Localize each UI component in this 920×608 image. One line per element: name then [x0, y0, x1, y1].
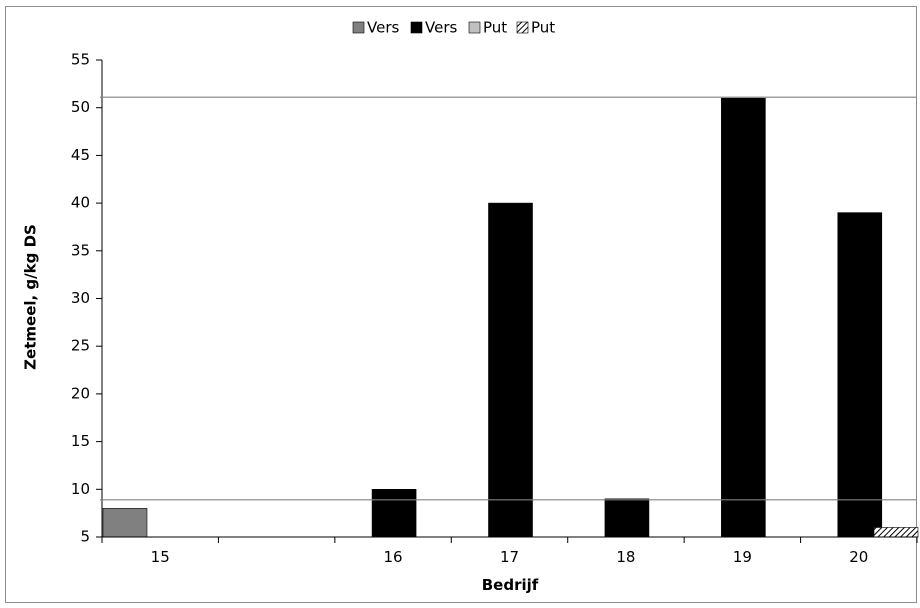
y-tick-label: 15 — [71, 432, 90, 450]
legend-label-1: Vers — [425, 19, 457, 37]
bar-put-20 — [873, 527, 919, 538]
x-tick-label: 18 — [616, 548, 635, 566]
bar-vers-19 — [721, 97, 766, 538]
y-tick-label: 10 — [71, 480, 90, 498]
bar-vers-16 — [371, 488, 417, 538]
y-tick-label: 25 — [71, 337, 90, 355]
bar-vers-17 — [488, 202, 533, 538]
x-tick-label: 16 — [384, 548, 403, 566]
x-tick-label: 15 — [151, 548, 170, 566]
bar-vers-20 — [837, 212, 883, 538]
y-tick-label: 50 — [71, 98, 90, 116]
y-tick-label: 5 — [80, 528, 90, 546]
x-tick-label: 19 — [733, 548, 752, 566]
plot-area: 5 10 15 20 25 30 35 40 45 50 55 15 16 17 18 19 20 — [71, 51, 919, 566]
legend-label-3: Put — [531, 19, 555, 37]
bar-vers-15 — [102, 508, 148, 538]
legend-swatch-1 — [410, 21, 423, 34]
legend-label-0: Vers — [367, 19, 399, 37]
legend-swatch-2 — [468, 21, 481, 34]
legend-label-2: Put — [483, 19, 507, 37]
y-tick-label: 45 — [71, 146, 90, 164]
y-axis-title: Zetmeel, g/kg DS — [22, 224, 40, 370]
legend-swatch-3 — [516, 21, 529, 34]
y-tick-label: 20 — [71, 384, 90, 402]
legend-swatch-0 — [352, 21, 365, 34]
y-tick-label: 55 — [71, 51, 90, 69]
x-axis-title: Bedrijf — [482, 576, 539, 594]
x-tick-label: 20 — [849, 548, 868, 566]
x-tick-label: 17 — [500, 548, 519, 566]
y-tick-label: 35 — [71, 241, 90, 259]
y-tick-label: 40 — [71, 194, 90, 212]
bar-vers-18 — [604, 498, 650, 538]
legend: Vers Vers Put Put — [352, 19, 555, 37]
y-tick-label: 30 — [71, 289, 90, 307]
